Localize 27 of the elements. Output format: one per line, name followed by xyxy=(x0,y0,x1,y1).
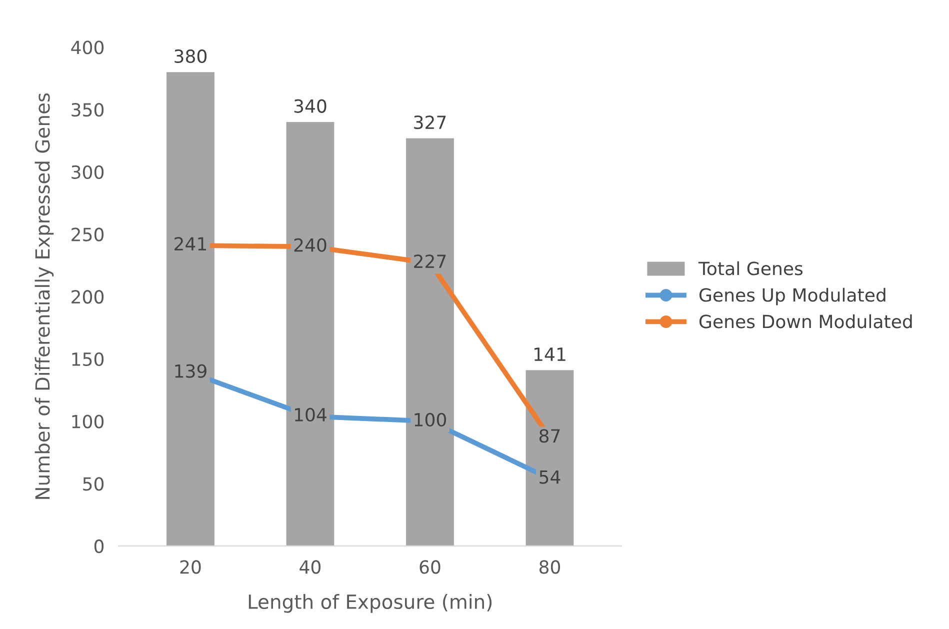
bar xyxy=(166,72,214,546)
x-tick-label: 40 xyxy=(300,560,321,574)
y-tick-label: 400 xyxy=(71,40,104,54)
y-axis-title: Number of Differentially Expressed Genes xyxy=(34,93,54,499)
data-label: 380 xyxy=(174,49,207,64)
bar xyxy=(286,122,334,546)
y-tick-label: 0 xyxy=(94,539,104,554)
x-tick-label: 60 xyxy=(420,560,440,574)
bar xyxy=(406,138,454,546)
x-axis-title: Length of Exposure (min) xyxy=(248,594,492,613)
y-tick-label: 150 xyxy=(72,352,104,366)
data-label: 340 xyxy=(294,99,326,113)
y-tick-label: 100 xyxy=(72,414,104,428)
data-label: 54 xyxy=(540,470,560,484)
y-tick-label: 350 xyxy=(72,102,104,117)
x-tick-label: 80 xyxy=(539,560,560,574)
y-tick-label: 250 xyxy=(72,228,104,242)
y-tick-label: 50 xyxy=(83,477,104,491)
data-label: 87 xyxy=(539,429,560,443)
x-tick-label: 20 xyxy=(180,560,201,574)
y-tick-label: 200 xyxy=(72,290,104,304)
legend-label: Genes Down Modulated xyxy=(699,314,912,328)
data-label: 141 xyxy=(534,348,566,361)
data-label: 327 xyxy=(414,115,446,130)
legend-label: Total Genes xyxy=(698,261,803,276)
legend-label: Genes Up Modulated xyxy=(699,288,886,306)
y-tick-label: 300 xyxy=(72,165,104,179)
